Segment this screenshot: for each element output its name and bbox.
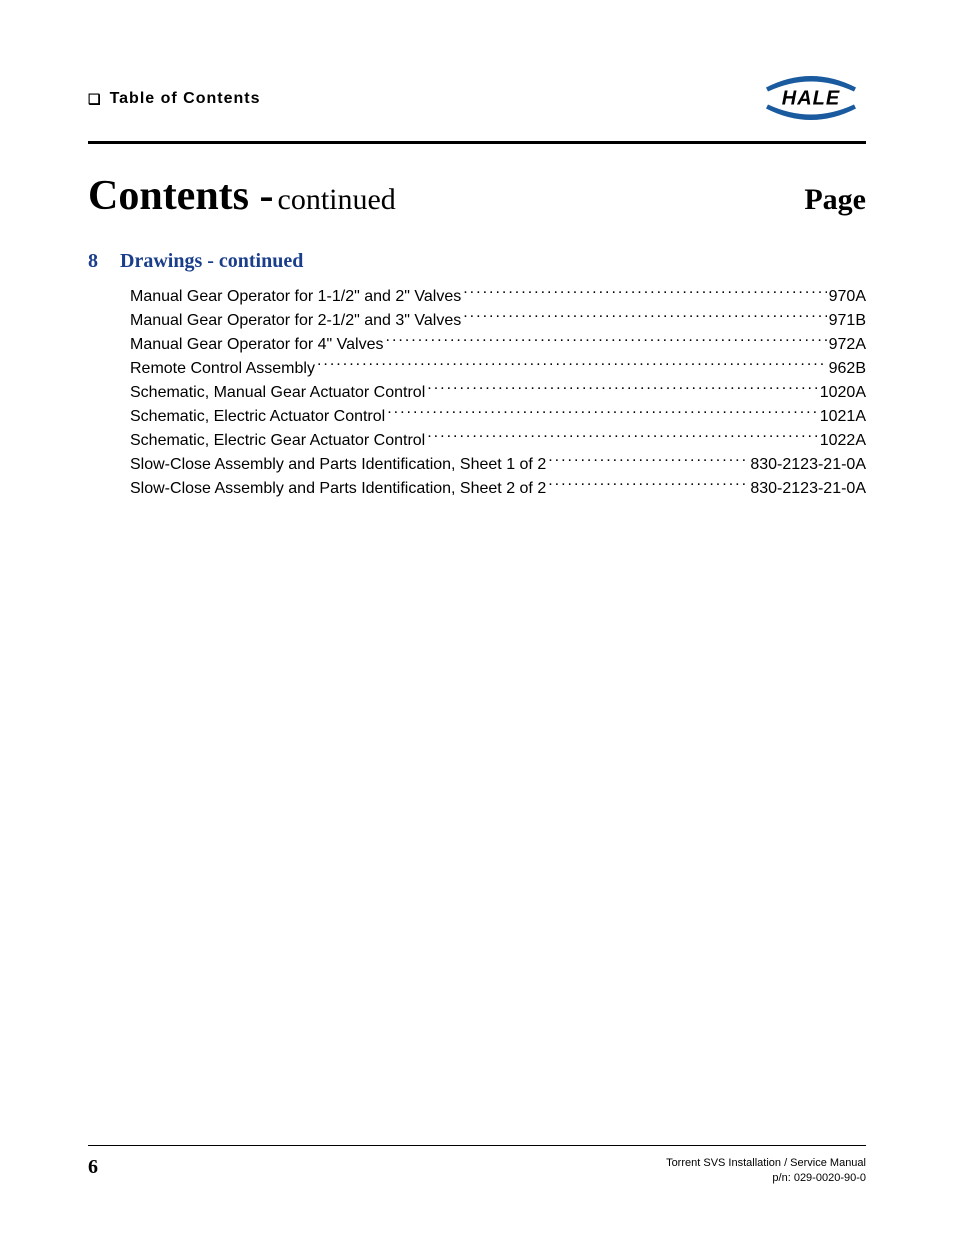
toc-dot-leader bbox=[463, 285, 826, 301]
toc-entry: Manual Gear Operator for 4" Valves 972A bbox=[130, 333, 866, 357]
hale-logo-svg: HALE bbox=[756, 68, 866, 124]
toc-dot-leader bbox=[386, 333, 827, 349]
page-header: ❏ Table of Contents HALE bbox=[88, 68, 866, 135]
toc-entry-page: 830-2123-21-0A bbox=[750, 453, 866, 477]
toc-entry: Manual Gear Operator for 2-1/2" and 3" V… bbox=[130, 309, 866, 333]
logo-text: HALE bbox=[782, 88, 840, 110]
page-footer: 6 Torrent SVS Installation / Service Man… bbox=[88, 1156, 866, 1185]
toc-entry-page: 971B bbox=[829, 309, 866, 333]
title-continued: continued bbox=[278, 183, 396, 216]
header-section-label: Table of Contents bbox=[110, 90, 261, 108]
footer-part-number: p/n: 029-0020-90-0 bbox=[666, 1171, 866, 1185]
toc-entry-label: Slow-Close Assembly and Parts Identifica… bbox=[130, 477, 546, 501]
section-heading: Drawings - continued bbox=[120, 250, 303, 273]
toc-entry: Remote Control Assembly 962B bbox=[130, 357, 866, 381]
footer-manual-title: Torrent SVS Installation / Service Manua… bbox=[666, 1156, 866, 1170]
title-row: Contents - continued Page bbox=[88, 172, 866, 220]
section-heading-row: 8 Drawings - continued bbox=[88, 250, 866, 273]
toc-entry: Schematic, Manual Gear Actuator Control 1… bbox=[130, 381, 866, 405]
toc-dot-leader bbox=[387, 405, 818, 421]
toc-entry: Manual Gear Operator for 1-1/2" and 2" V… bbox=[130, 285, 866, 309]
toc-entry-page: 830-2123-21-0A bbox=[750, 477, 866, 501]
hale-logo: HALE bbox=[756, 68, 866, 129]
toc-entry-label: Schematic, Electric Gear Actuator Contro… bbox=[130, 429, 425, 453]
toc-entry-label: Manual Gear Operator for 2-1/2" and 3" V… bbox=[130, 309, 461, 333]
toc-entry-page: 972A bbox=[829, 333, 866, 357]
footer-page-number: 6 bbox=[88, 1156, 98, 1179]
toc-entry: Schematic, Electric Gear Actuator Contro… bbox=[130, 429, 866, 453]
bullet-icon: ❏ bbox=[88, 92, 102, 106]
footer-rule bbox=[88, 1145, 866, 1146]
header-left: ❏ Table of Contents bbox=[88, 90, 260, 108]
toc-entry-page: 1022A bbox=[820, 429, 866, 453]
toc-entry-label: Manual Gear Operator for 1-1/2" and 2" V… bbox=[130, 285, 461, 309]
title-page-label: Page bbox=[804, 183, 866, 217]
toc-entry-label: Slow-Close Assembly and Parts Identifica… bbox=[130, 453, 546, 477]
header-rule bbox=[88, 141, 866, 144]
toc-entry-label: Manual Gear Operator for 4" Valves bbox=[130, 333, 384, 357]
toc-dot-leader bbox=[548, 477, 748, 493]
toc-entry-page: 1021A bbox=[820, 405, 866, 429]
toc-dot-leader bbox=[548, 453, 748, 469]
toc-entry-page: 970A bbox=[829, 285, 866, 309]
footer-right: Torrent SVS Installation / Service Manua… bbox=[666, 1156, 866, 1185]
toc-entry: Slow-Close Assembly and Parts Identifica… bbox=[130, 453, 866, 477]
toc-entry-page: 962B bbox=[829, 357, 866, 381]
toc-entry-label: Remote Control Assembly bbox=[130, 357, 315, 381]
title-left: Contents - continued bbox=[88, 172, 396, 220]
toc-entry-label: Schematic, Manual Gear Actuator Control bbox=[130, 381, 425, 405]
toc-entry-page: 1020A bbox=[820, 381, 866, 405]
toc-dot-leader bbox=[463, 309, 826, 325]
document-page: ❏ Table of Contents HALE Contents - cont… bbox=[0, 0, 954, 1235]
toc-dot-leader bbox=[317, 357, 827, 373]
toc-dot-leader bbox=[427, 429, 818, 445]
toc-entry: Schematic, Electric Actuator Control 1021… bbox=[130, 405, 866, 429]
toc-dot-leader bbox=[427, 381, 817, 397]
toc-entry-label: Schematic, Electric Actuator Control bbox=[130, 405, 385, 429]
content-spacer bbox=[88, 501, 866, 1145]
toc-list: Manual Gear Operator for 1-1/2" and 2" V… bbox=[130, 285, 866, 501]
toc-entry: Slow-Close Assembly and Parts Identifica… bbox=[130, 477, 866, 501]
title-contents: Contents - bbox=[88, 173, 274, 219]
section-number: 8 bbox=[88, 250, 98, 273]
